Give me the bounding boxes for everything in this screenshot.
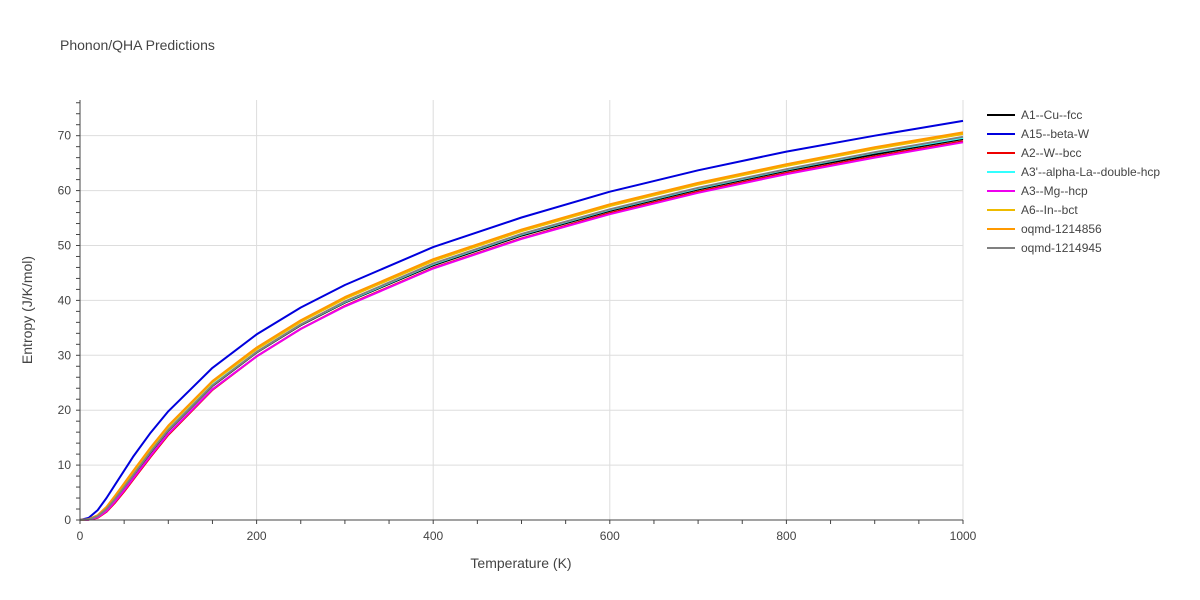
series-line-2	[79, 140, 964, 521]
legend-label: oqmd-1214945	[1021, 241, 1102, 255]
legend-label: A15--beta-W	[1021, 127, 1090, 141]
x-tick-label: 200	[247, 529, 267, 543]
y-tick-label: 0	[64, 513, 71, 527]
y-tick-label: 70	[58, 129, 72, 143]
series-line-1	[79, 119, 964, 521]
y-tick-label: 50	[58, 238, 72, 252]
y-tick-label: 40	[58, 293, 72, 307]
y-tick-label: 20	[58, 403, 72, 417]
axes: 0 200 400 600 800 1000 0 10 20 30 40 50 60 70	[58, 100, 977, 543]
series-line-0	[79, 138, 964, 521]
x-tick-label: 0	[77, 529, 84, 543]
legend-label: A6--In--bct	[1021, 203, 1078, 217]
y-tick-label: 10	[58, 458, 72, 472]
x-tick-label: 400	[423, 529, 443, 543]
series-line-5	[79, 133, 964, 521]
plot-area	[79, 119, 964, 521]
legend: A1--Cu--fcc A15--beta-W A2--W--bcc A3'--alp…	[987, 108, 1160, 255]
grid-lines	[80, 100, 964, 520]
x-tick-label: 800	[776, 529, 796, 543]
series-line-3	[79, 136, 964, 521]
x-tick-label: 600	[600, 529, 620, 543]
legend-label: A3--Mg--hcp	[1021, 184, 1088, 198]
series-line-4	[79, 141, 964, 521]
y-axis-label: Entropy (J/K/mol)	[19, 256, 35, 364]
series-line-7	[79, 135, 964, 521]
chart-title: Phonon/QHA Predictions	[60, 37, 215, 53]
legend-label: A3'--alpha-La--double-hcp	[1021, 165, 1160, 179]
x-axis-label: Temperature (K)	[470, 555, 571, 571]
y-tick-label: 60	[58, 184, 72, 198]
legend-label: oqmd-1214856	[1021, 222, 1102, 236]
x-tick-label: 1000	[950, 529, 977, 543]
legend-label: A1--Cu--fcc	[1021, 108, 1082, 122]
series-line-6	[79, 131, 964, 521]
legend-label: A2--W--bcc	[1021, 146, 1081, 160]
y-tick-label: 30	[58, 348, 72, 362]
